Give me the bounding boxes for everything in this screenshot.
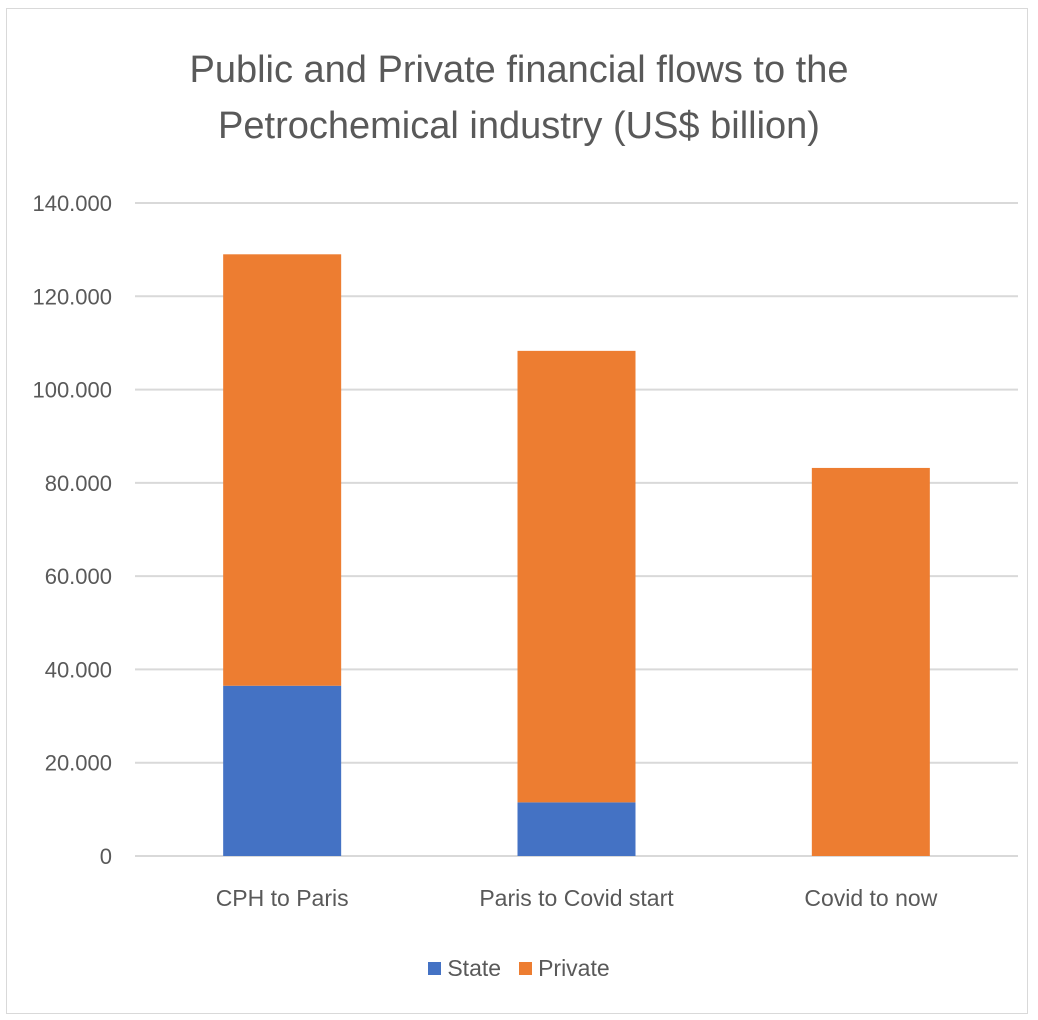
bar-state-2	[517, 802, 636, 856]
bar-private-3	[811, 467, 930, 856]
legend-label-private: Private	[538, 955, 610, 981]
bar-state-1	[223, 685, 342, 856]
legend-item-private: Private	[519, 955, 610, 982]
y-tick-label: 120.000	[32, 284, 112, 309]
legend-swatch-private	[519, 962, 533, 975]
y-axis-tick-labels: 0 20.000 40.000 60.000 80.000 100.000 120.000 1…	[32, 191, 112, 869]
y-tick-label: 20.000	[45, 751, 112, 776]
y-tick-label: 40.000	[45, 657, 112, 682]
y-tick-label: 60.000	[45, 564, 112, 589]
chart-title-line-1: Public and Private financial flows to th…	[189, 49, 849, 91]
x-category-label: CPH to Paris	[216, 885, 349, 911]
legend-item-state: State	[428, 955, 501, 982]
y-tick-label: 80.000	[45, 471, 112, 496]
bar-private-2	[517, 350, 636, 803]
x-category-label: Covid to now	[804, 885, 937, 911]
legend: State Private	[0, 955, 1038, 982]
chart-title-line-2: Petrochemical industry (US$ billion)	[218, 105, 820, 147]
legend-label-state: State	[447, 955, 502, 981]
y-tick-label: 140.000	[32, 191, 112, 216]
y-tick-label: 0	[100, 844, 112, 869]
bar-layer	[223, 254, 930, 856]
legend-swatch-state	[428, 962, 442, 975]
bar-private-1	[223, 254, 342, 686]
chart-title: Public and Private financial flows to th…	[0, 42, 1038, 154]
x-axis-category-labels: CPH to Paris Paris to Covid start Covid to…	[216, 885, 938, 911]
y-tick-label: 100.000	[32, 378, 112, 403]
x-category-label: Paris to Covid start	[479, 885, 674, 911]
